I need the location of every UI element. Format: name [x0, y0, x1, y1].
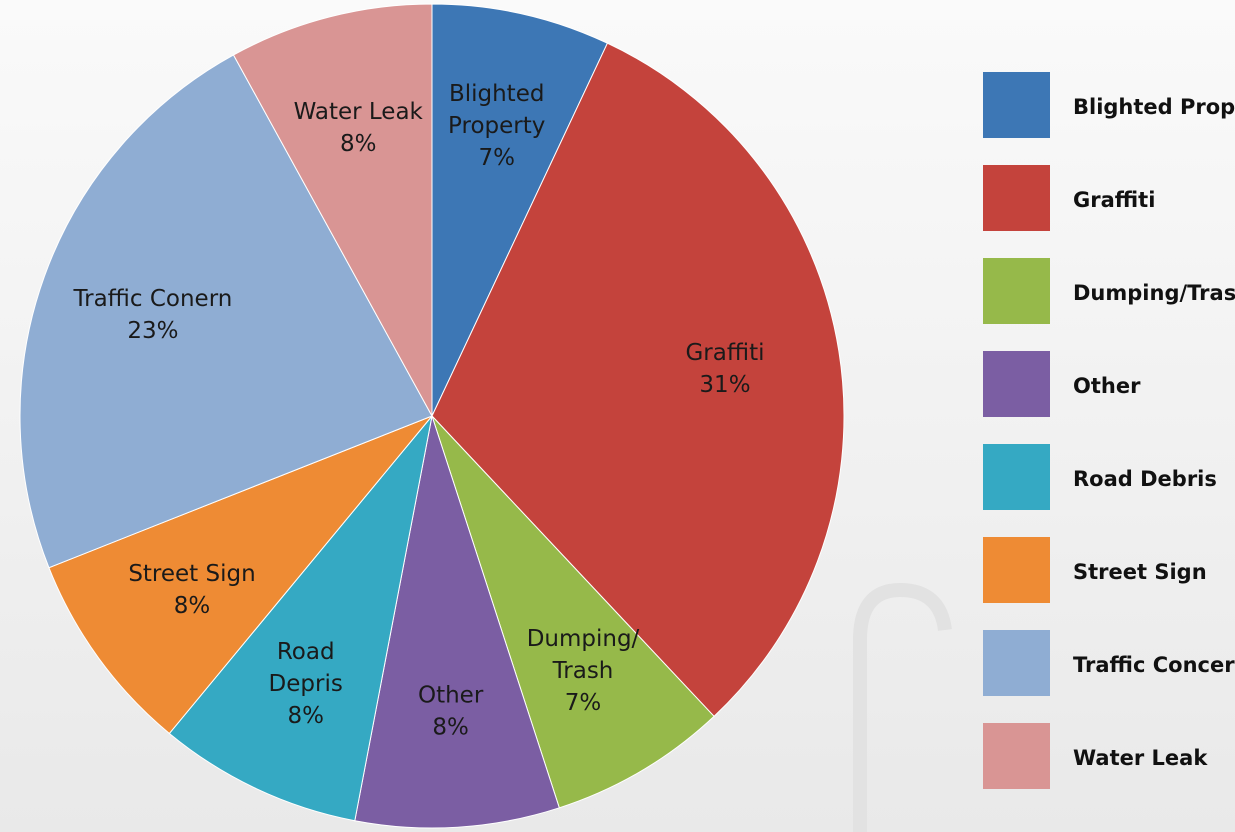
legend-swatch [983, 444, 1050, 510]
slice-label: Property [448, 113, 545, 139]
legend-label: Dumping/Trash [1073, 281, 1235, 305]
legend: Blighted Property Graffiti Dumping/Trash Ot… [983, 72, 1235, 789]
pie-slice [232, 3, 433, 417]
legend-swatch [983, 351, 1050, 417]
pie-slice [354, 415, 560, 829]
legend-swatch [983, 165, 1050, 231]
legend-swatch [983, 537, 1050, 603]
slice-value-label: 23% [127, 318, 178, 344]
pie-slice [431, 415, 715, 809]
slice-label: Graffiti [685, 340, 764, 366]
legend-label: Road Debris [1073, 467, 1217, 491]
slice-labels: Blighted Property 7% Graffiti 31% Dumping/Tra… [72, 81, 764, 741]
slice-label: Traffic Conern [72, 286, 232, 312]
pie-slice [431, 42, 845, 718]
slice-value-label: 7% [565, 690, 602, 716]
pie [19, 3, 845, 829]
pie-slice [48, 415, 433, 735]
legend-label: Traffic Concern [1073, 653, 1235, 677]
legend-label: Graffiti [1073, 188, 1155, 212]
slice-label: Road [277, 639, 335, 665]
slice-label: Trash [552, 658, 614, 684]
slice-value-label: 8% [340, 131, 377, 157]
slice-value-label: 8% [432, 715, 469, 741]
legend-swatch [983, 630, 1050, 696]
slice-value-label: 8% [287, 703, 324, 729]
pie-slice [19, 54, 433, 569]
pie-slice [168, 415, 433, 822]
slice-label: Water Leak [294, 99, 424, 125]
legend-label: Other [1073, 374, 1141, 398]
slice-value-label: 31% [699, 372, 750, 398]
background-lamp [853, 582, 952, 832]
legend-label: Water Leak [1073, 746, 1208, 770]
legend-swatch [983, 258, 1050, 324]
slice-label: Blighted [449, 81, 545, 107]
slice-label: Dumping/ [527, 626, 640, 652]
legend-label: Street Sign [1073, 560, 1207, 584]
slice-label: Street Sign [128, 561, 255, 587]
legend-swatch [983, 72, 1050, 138]
slice-value-label: 8% [174, 593, 211, 619]
slice-value-label: 7% [478, 145, 515, 171]
slice-label: Other [418, 683, 484, 709]
legend-swatch [983, 723, 1050, 789]
slice-label: Depris [269, 671, 343, 697]
pie-slice [431, 3, 609, 417]
legend-label: Blighted Property [1073, 95, 1235, 119]
